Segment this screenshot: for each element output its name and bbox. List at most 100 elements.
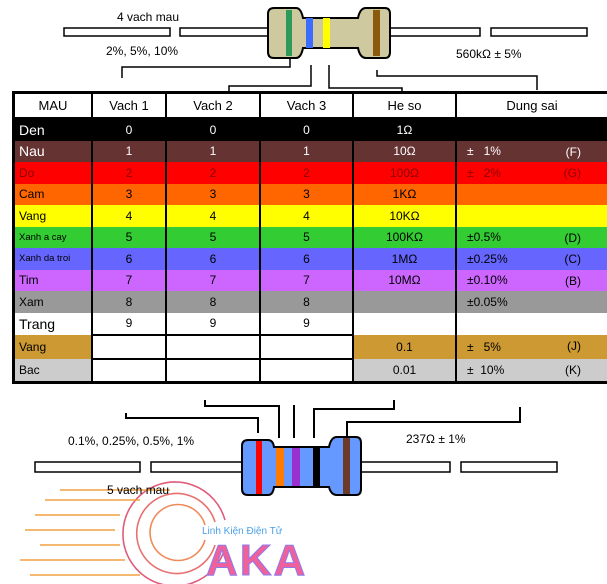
tolerance-cell — [455, 183, 607, 205]
multiplier-cell — [352, 312, 457, 335]
tolerance-cell — [455, 205, 607, 227]
color-name: Xam — [12, 291, 93, 313]
tolerance-value: ± 1% — [467, 144, 501, 159]
tolerance-code: (G) — [563, 166, 581, 180]
digit-cell: 8 — [165, 291, 261, 313]
multiplier-cell: 0.1 — [352, 335, 457, 359]
tolerance-cell: ± 1% (F) — [455, 140, 607, 162]
top-band-2 — [306, 18, 313, 48]
multiplier-cell: 10Ω — [352, 140, 457, 162]
tolerance-code: (D) — [564, 230, 581, 245]
digit-cell: 7 — [91, 269, 167, 291]
column-header: Vach 1 — [91, 92, 167, 119]
multiplier-cell: 1Ω — [352, 118, 457, 141]
digit-cell: 7 — [165, 269, 261, 291]
multiplier-cell — [352, 291, 457, 313]
color-name: Xanh a cay — [12, 226, 93, 248]
bottom-resistor-body — [241, 436, 362, 496]
digit-cell: 9 — [165, 312, 261, 335]
digit-cell: 0 — [259, 118, 354, 141]
digit-cell: 0 — [165, 118, 261, 141]
color-name: Xanh da troi — [12, 248, 93, 270]
tolerance-cell: ± 10% (K) — [455, 358, 607, 383]
tolerance-cell: ±0.10% (B) — [455, 269, 607, 291]
digit-cell: 4 — [165, 205, 261, 227]
bottom-band-2 — [276, 448, 284, 486]
logo-tagline: Linh Kiện Điện Tử — [202, 526, 283, 537]
digit-cell: 7 — [259, 269, 354, 291]
digit-cell: 5 — [91, 226, 167, 248]
tolerance-code: (F) — [565, 144, 581, 159]
color-name: Vang — [12, 335, 93, 359]
tolerance-code: (C) — [564, 252, 581, 266]
tolerance-code: (B) — [565, 273, 581, 288]
tolerance-value: ± 10% — [467, 362, 505, 377]
digit-cell: 1 — [91, 140, 167, 162]
digit-cell: 6 — [165, 248, 261, 270]
tolerance-value: ±0.10% — [467, 273, 508, 288]
table-row: Do 2 2 2 100Ω ± 2% (G) — [12, 162, 607, 184]
table-row: Cam 3 3 3 1KΩ — [12, 183, 607, 205]
tolerance-value: ± 2% — [467, 165, 501, 180]
tolerance-code: (J) — [567, 339, 581, 353]
color-name: Bac — [12, 358, 93, 383]
tolerance-cell — [455, 118, 607, 141]
color-name: Cam — [12, 183, 93, 205]
five-band-example: 237Ω ± 1% — [406, 432, 466, 446]
four-band-tolerances: 2%, 5%, 10% — [106, 44, 179, 58]
bottom-band-4 — [313, 448, 320, 486]
logo-brand: AKA — [205, 536, 308, 584]
digit-cell: 8 — [91, 291, 167, 313]
tolerance-value: ± 5% — [467, 339, 501, 354]
tolerance-cell — [455, 312, 607, 335]
color-code-table: MAU Vach 1 Vach 2 Vach 3 He so Dung sai Den 0 0… — [12, 91, 607, 384]
tolerance-cell: ±0.25% (C) — [455, 248, 607, 270]
digit-cell: 8 — [259, 291, 354, 313]
top-band-1 — [286, 10, 292, 56]
color-name: Do — [12, 162, 93, 184]
column-header: Vach 2 — [165, 92, 261, 119]
color-name: Den — [12, 118, 93, 141]
digit-cell — [91, 334, 167, 360]
bottom-connector-lines — [125, 400, 521, 438]
tolerance-value: ±0.25% — [467, 251, 508, 266]
top-resistor-leads — [63, 27, 588, 37]
table-row: Xanh da troi 6 6 6 1MΩ ±0.25% (C) — [12, 248, 607, 270]
table-row: Bac 0.01 ± 10% (K) — [12, 357, 607, 384]
digit-cell: 9 — [259, 312, 354, 335]
digit-cell — [165, 334, 261, 360]
top-band-4 — [373, 10, 380, 56]
tolerance-cell: ± 2% (G) — [455, 162, 607, 184]
tolerance-cell: ±0.5% (D) — [455, 226, 607, 248]
tolerance-cell: ± 5% (J) — [455, 335, 607, 359]
digit-cell — [91, 357, 167, 384]
digit-cell: 2 — [91, 162, 167, 184]
table-row: Den 0 0 0 1Ω — [12, 118, 607, 141]
multiplier-cell: 1MΩ — [352, 248, 457, 270]
digit-cell: 2 — [165, 162, 261, 184]
digit-cell: 6 — [91, 248, 167, 270]
table-row: Vang 0.1 ± 5% (J) — [12, 334, 607, 360]
digit-cell: 6 — [259, 248, 354, 270]
table-row: Xam 8 8 8 ±0.05% — [12, 291, 607, 313]
bottom-band-3 — [292, 448, 300, 486]
table-row: Xanh a cay 5 5 5 100KΩ ±0.5% (D) — [12, 226, 607, 248]
tolerance-value: ±0.5% — [467, 230, 501, 245]
digit-cell: 4 — [259, 205, 354, 227]
color-name: Tim — [12, 269, 93, 291]
five-band-tolerances: 0.1%, 0.25%, 0.5%, 1% — [68, 434, 195, 448]
digit-cell: 3 — [91, 183, 167, 205]
table-row: Trang 9 9 9 — [12, 312, 607, 335]
column-header: Vach 3 — [259, 92, 354, 119]
multiplier-cell: 10KΩ — [352, 205, 457, 227]
tolerance-code: (K) — [565, 362, 581, 377]
table-row: Vang 4 4 4 10KΩ — [12, 205, 607, 227]
bottom-band-1 — [256, 441, 262, 494]
digit-cell: 3 — [259, 183, 354, 205]
digit-cell: 1 — [259, 140, 354, 162]
digit-cell — [259, 334, 354, 360]
digit-cell: 1 — [165, 140, 261, 162]
digit-cell: 5 — [165, 226, 261, 248]
digit-cell: 5 — [259, 226, 354, 248]
